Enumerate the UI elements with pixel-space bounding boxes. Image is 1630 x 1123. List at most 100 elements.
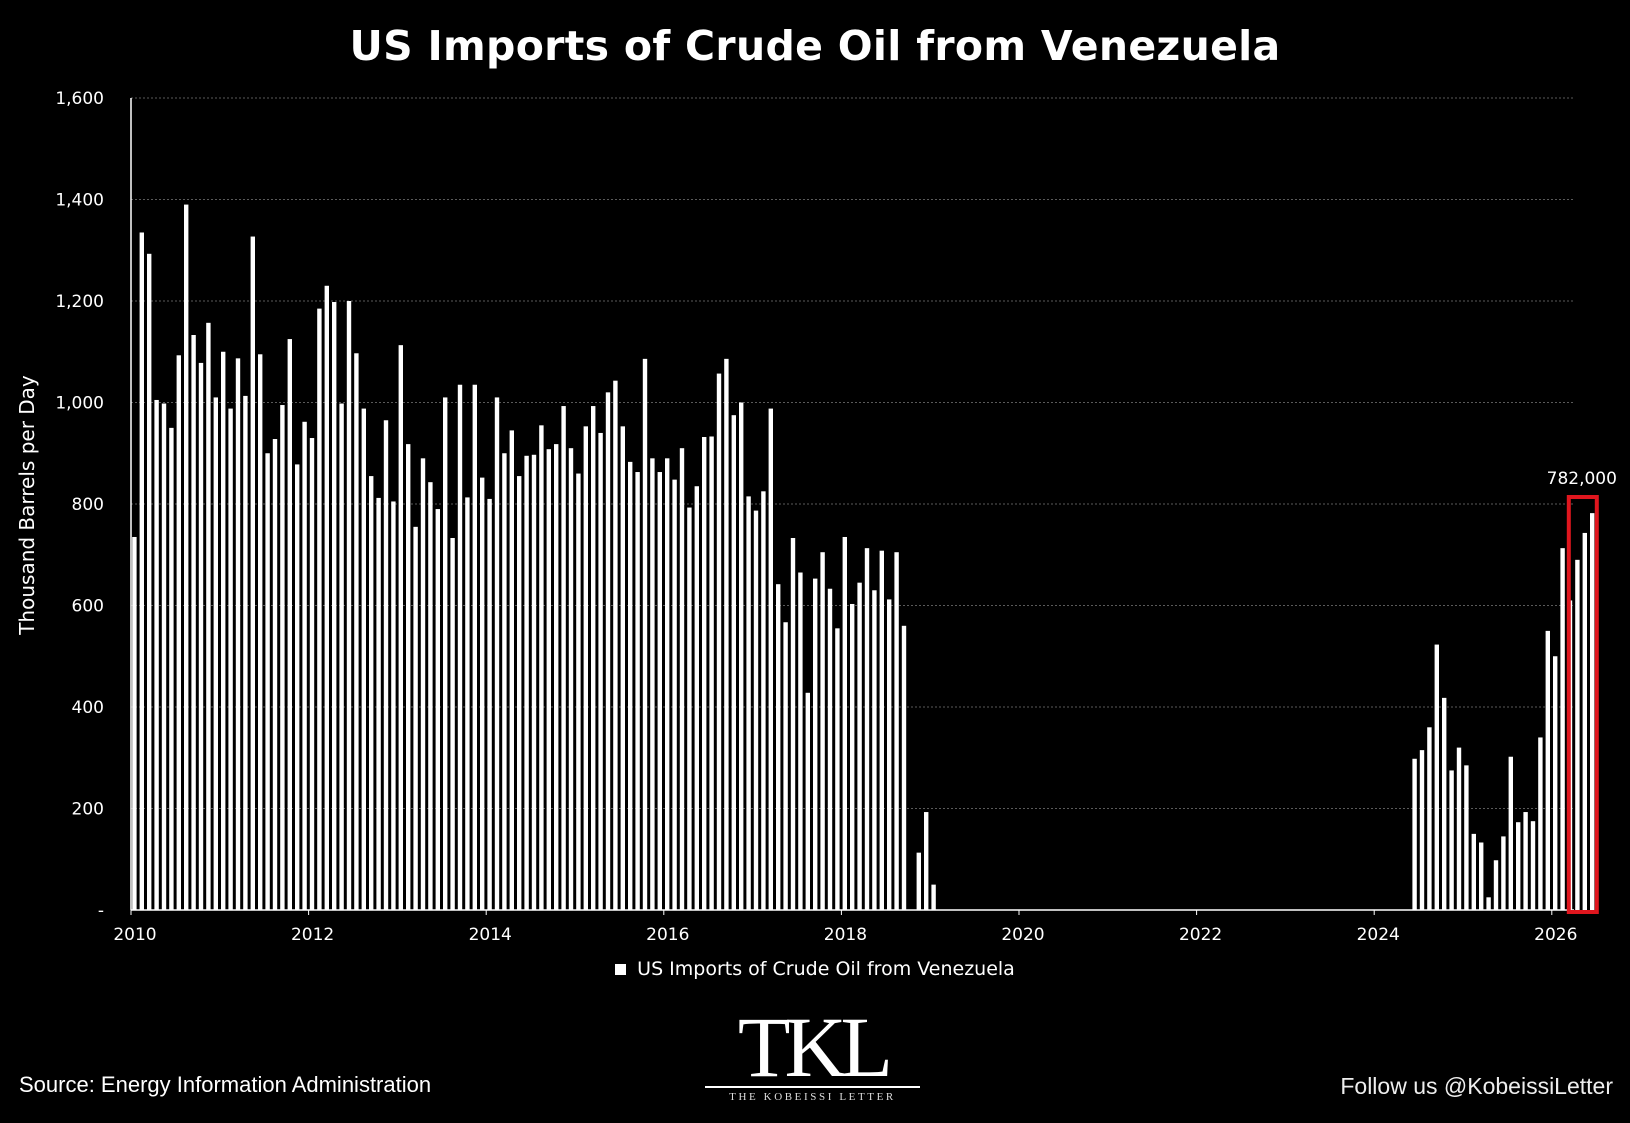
bar [1449,770,1454,910]
bar [687,507,692,910]
bar [679,448,685,910]
bar [605,392,611,911]
y-tick-label: 400 [72,698,104,718]
bar [1508,756,1513,910]
bar [443,397,448,910]
logo-subtitle: THE KOBEISSI LETTER [729,1091,896,1103]
bar [369,476,374,910]
source-note: Source: Energy Information Administratio… [19,1072,432,1097]
bar [191,335,196,910]
bar [147,253,152,911]
bar [176,355,181,910]
bar [206,322,211,910]
bar [694,486,699,910]
bar [332,302,337,910]
bar [450,538,455,910]
bar [139,232,144,911]
bar [272,439,278,910]
bar [576,473,581,910]
bar [457,384,463,910]
bar [864,548,870,910]
bar [295,464,300,910]
bar [591,406,596,910]
bar [184,204,189,910]
bar [842,536,847,910]
x-tick-label: 2014 [469,925,512,945]
bar [435,509,440,910]
bar [1442,697,1447,910]
bar [731,415,736,910]
bar [539,425,544,910]
bar [761,491,766,910]
bar [650,458,655,910]
bar [665,458,670,910]
annotation-label: 782,000 [1547,469,1617,489]
bar [413,526,418,910]
bar [887,599,892,910]
bar [346,301,352,910]
x-tick-label: 2024 [1357,925,1400,945]
bar [1545,630,1550,910]
bar [309,438,315,910]
highlight-box [1566,495,1599,914]
bar [813,578,818,910]
bar [1575,559,1580,910]
bar [287,339,292,910]
bar [154,399,159,910]
y-tick-label: 800 [72,495,104,515]
bar [524,455,529,910]
bar [509,430,514,910]
bar [265,453,270,910]
bar [406,444,411,910]
bar [531,454,537,910]
y-tick-label: - [98,901,104,921]
bar [1471,833,1476,910]
bar [280,405,285,910]
bar [465,497,470,910]
kobeissi-logo: TKL THE KOBEISSI LETTER [700,1004,925,1103]
bar [1501,836,1506,910]
bar [879,550,884,910]
bar [213,397,218,910]
bar [724,358,729,911]
bar [517,476,522,910]
bar [1427,727,1432,910]
bar [428,482,433,910]
bar [901,625,907,910]
bar [1516,822,1521,910]
bar [739,402,744,910]
bar [857,582,862,910]
bar [132,536,137,910]
bar [554,444,559,910]
bar [376,497,381,910]
bar [361,408,366,910]
y-tick-label: 1,400 [55,191,104,211]
x-tick-label: 2010 [113,925,156,945]
bar [1553,656,1558,910]
bar-chart: - 200 400 600 800 1,000 1,200 1,400 1,600 2010 201… [55,89,1617,945]
x-tick-label: 2026 [1534,925,1577,945]
bar [1419,750,1425,910]
bar [1493,860,1499,910]
bar [391,501,396,910]
bar [798,572,803,910]
bar [1560,548,1565,910]
bar [768,408,773,910]
x-tick-label: 2016 [646,925,689,945]
bar [790,538,796,910]
bar [1582,532,1587,910]
y-tick-label: 1,600 [55,89,104,109]
bar [324,285,329,910]
y-tick-label: 1,200 [55,292,104,312]
bar [161,403,167,910]
bar [235,358,241,910]
bar [1530,821,1536,910]
bar [568,448,574,910]
bar [783,622,788,910]
bar [472,384,477,910]
bar [1464,765,1469,910]
bar [1479,842,1484,910]
bar [709,436,714,910]
bar [1412,758,1417,910]
bar [753,510,759,910]
